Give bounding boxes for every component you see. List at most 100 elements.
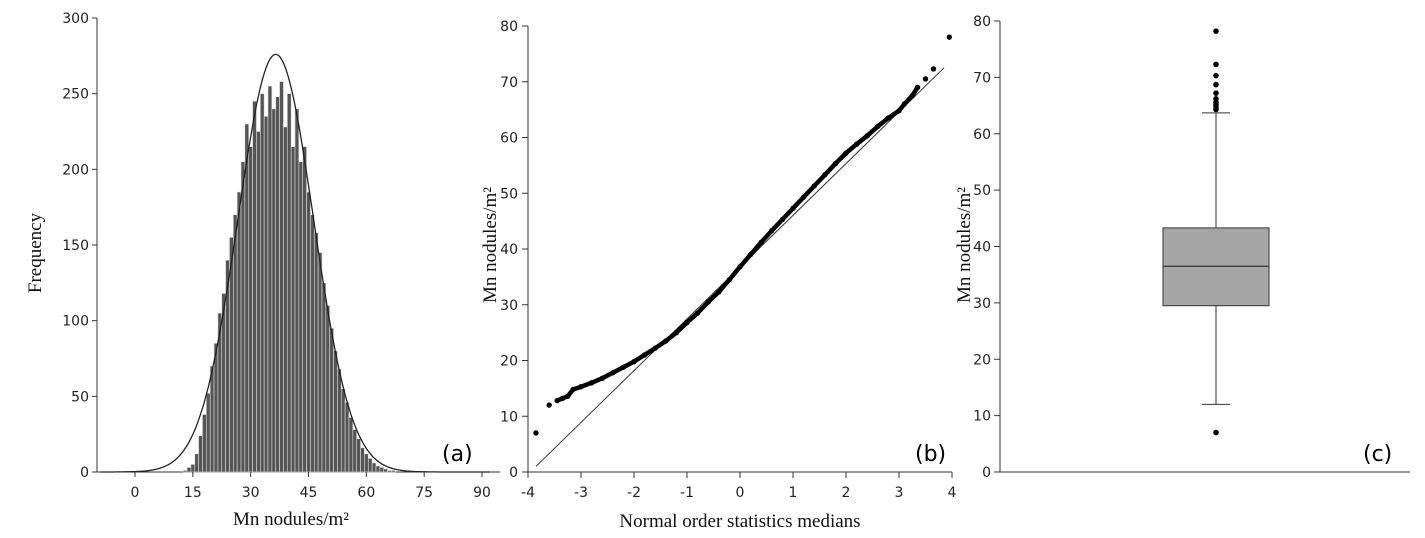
quantile-point	[578, 384, 584, 390]
c-y-tick-label: 80	[973, 14, 991, 30]
a-x-tick-label: 60	[357, 485, 375, 501]
histogram-bar	[279, 81, 284, 473]
quantile-point	[747, 251, 754, 258]
outlier-point	[1213, 61, 1219, 68]
outlier-point	[1213, 72, 1219, 79]
histogram-bar	[387, 470, 392, 473]
quantile-point	[705, 299, 711, 305]
histogram-bar	[294, 108, 300, 473]
histogram-bar	[186, 467, 192, 473]
c-y-tick-label: 50	[973, 183, 991, 199]
b-x-tick-label: 3	[895, 485, 904, 501]
quantile-point	[565, 393, 571, 399]
histogram-bar	[364, 453, 369, 473]
outlier-point	[1213, 28, 1219, 34]
a-x-tick-label: 30	[242, 485, 260, 501]
quantile-point	[896, 108, 902, 114]
c-y-tick-label: 20	[973, 352, 991, 368]
quantile-point	[885, 115, 892, 121]
quantile-point	[673, 329, 680, 336]
b-y-tick-label: 50	[500, 186, 518, 202]
a-y-tick-label: 250	[62, 87, 89, 103]
b-x-tick-label: -2	[627, 485, 641, 501]
histogram-bar	[182, 470, 188, 473]
histogram-bar	[198, 435, 203, 473]
quantile-point	[914, 84, 921, 91]
histogram-bar	[267, 85, 273, 473]
c-panel-label: (c)	[1363, 442, 1392, 467]
quantile-point	[832, 161, 839, 167]
quantile-point	[641, 352, 648, 358]
quantile-point	[554, 397, 560, 404]
histogram-bar	[344, 402, 350, 473]
c-y-axis-title: Mn nodules/m²	[954, 187, 975, 303]
histogram-bar	[271, 108, 277, 473]
b-y-tick-label: 80	[500, 19, 518, 35]
box-plot	[1162, 112, 1270, 405]
a-x-tick-label: 90	[473, 485, 491, 501]
quantile-point	[853, 141, 860, 147]
quantile-point	[800, 194, 807, 200]
histogram-bar	[283, 126, 288, 473]
b-x-tick-label: 2	[842, 485, 851, 501]
a-y-tick-label: 200	[62, 162, 89, 178]
a-x-tick-label: 0	[131, 485, 140, 501]
a-y-tick-label: 300	[62, 11, 89, 27]
quantile-point	[631, 358, 637, 365]
histogram-bar	[275, 96, 280, 473]
a-panel-label: (a)	[442, 442, 473, 467]
a-bars	[182, 81, 396, 473]
histogram-bar	[244, 123, 250, 473]
quantile-point	[726, 276, 733, 283]
quantile-point	[875, 123, 881, 130]
c-outliers	[1213, 28, 1219, 436]
quantile-point	[930, 66, 937, 72]
outlier-point	[1213, 95, 1219, 102]
a-y-axis-title: Frequency	[25, 212, 46, 293]
b-x-tick-label: -1	[680, 485, 694, 501]
quantile-point	[758, 239, 764, 246]
histogram-bar	[233, 214, 238, 473]
quantile-point	[822, 172, 828, 178]
histogram-bar	[321, 282, 327, 473]
quantile-point	[533, 430, 539, 436]
histogram-bar	[248, 146, 253, 473]
b-x-tick-label: 4	[948, 485, 957, 501]
b-x-tick-label: -4	[521, 485, 535, 501]
quantile-point	[922, 76, 929, 82]
histogram-bar	[379, 467, 384, 473]
c-y-tick-label: 0	[982, 465, 991, 481]
quantile-trace	[554, 85, 920, 403]
c-y-tick-label: 40	[973, 240, 991, 256]
box-plot-panel: 0 10 20 30 40 50 60 70 80 Mn nodules/m² (c)	[954, 14, 1410, 481]
b-points	[533, 34, 953, 436]
quantile-point	[546, 402, 552, 408]
histogram-bar	[194, 453, 199, 473]
histogram-bar	[348, 417, 354, 473]
quantile-point	[737, 264, 743, 270]
quantile-point	[901, 101, 907, 107]
quantile-point	[620, 364, 627, 370]
quantile-point	[909, 92, 915, 99]
quantile-point	[694, 310, 701, 316]
b-x-axis-title: Normal order statistics medians	[619, 511, 860, 532]
b-panel-label: (b)	[915, 442, 946, 467]
outlier-point	[1213, 81, 1219, 88]
histogram-bar	[302, 146, 307, 473]
histogram-bar	[371, 462, 377, 473]
quantile-point	[610, 370, 616, 376]
histogram-bar	[263, 116, 269, 473]
histogram-bar	[337, 368, 342, 473]
quantile-point	[843, 150, 849, 156]
a-x-axis-title: Mn nodules/m²	[233, 509, 349, 530]
histogram-bar	[202, 414, 207, 473]
histogram-bar	[317, 252, 323, 473]
outlier-point	[1213, 90, 1219, 96]
quantile-point	[811, 183, 817, 189]
a-ticks: 0 15 30 45 60 75 90 0 50 100 150 200 250 300	[62, 11, 491, 501]
quantile-point	[684, 319, 690, 326]
a-y-tick-label: 150	[62, 238, 89, 254]
quantile-point	[779, 216, 786, 223]
